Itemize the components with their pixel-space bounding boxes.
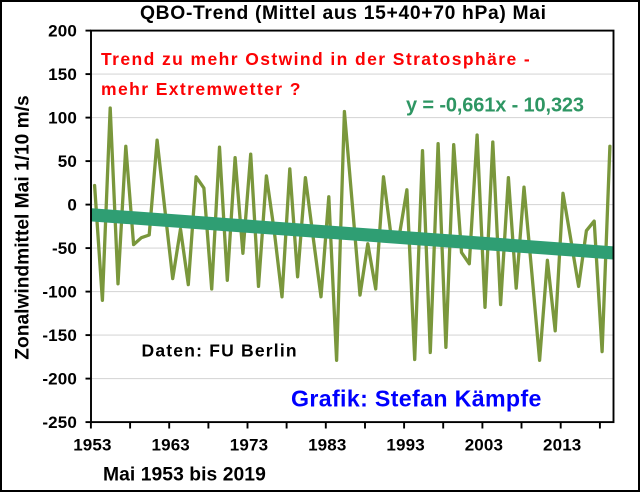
svg-text:0: 0: [67, 196, 77, 215]
svg-text:-50: -50: [52, 239, 77, 258]
svg-text:y = -0,661x - 10,323: y = -0,661x - 10,323: [406, 94, 584, 116]
svg-text:1963: 1963: [151, 436, 189, 455]
svg-text:-150: -150: [42, 326, 77, 345]
svg-text:1973: 1973: [230, 436, 268, 455]
svg-text:2013: 2013: [543, 436, 581, 455]
svg-text:-100: -100: [42, 283, 77, 302]
svg-text:-250: -250: [42, 413, 77, 432]
svg-text:1993: 1993: [386, 436, 424, 455]
svg-text:200: 200: [48, 22, 77, 41]
svg-text:QBO-Trend (Mittel aus 15+40+70: QBO-Trend (Mittel aus 15+40+70 hPa) Mai: [140, 3, 547, 24]
svg-text:50: 50: [58, 152, 77, 171]
svg-text:2003: 2003: [465, 436, 503, 455]
svg-text:Trend zu mehr Ostwind in der S: Trend zu mehr Ostwind in der Stratosphär…: [101, 49, 531, 69]
svg-text:Grafik: Stefan Kämpfe: Grafik: Stefan Kämpfe: [291, 386, 542, 412]
svg-text:150: 150: [48, 65, 77, 84]
svg-text:-200: -200: [42, 370, 77, 389]
svg-text:100: 100: [48, 109, 77, 128]
svg-text:mehr Extremwetter ?: mehr Extremwetter ?: [101, 79, 302, 99]
svg-text:Mai 1953 bis 2019: Mai 1953 bis 2019: [103, 465, 266, 486]
svg-text:Daten: FU Berlin: Daten: FU Berlin: [142, 341, 298, 361]
svg-text:1953: 1953: [73, 436, 111, 455]
svg-text:Zonalwindmittel Mai 1/10 m/s: Zonalwindmittel Mai 1/10 m/s: [13, 95, 34, 359]
svg-text:1983: 1983: [308, 436, 346, 455]
